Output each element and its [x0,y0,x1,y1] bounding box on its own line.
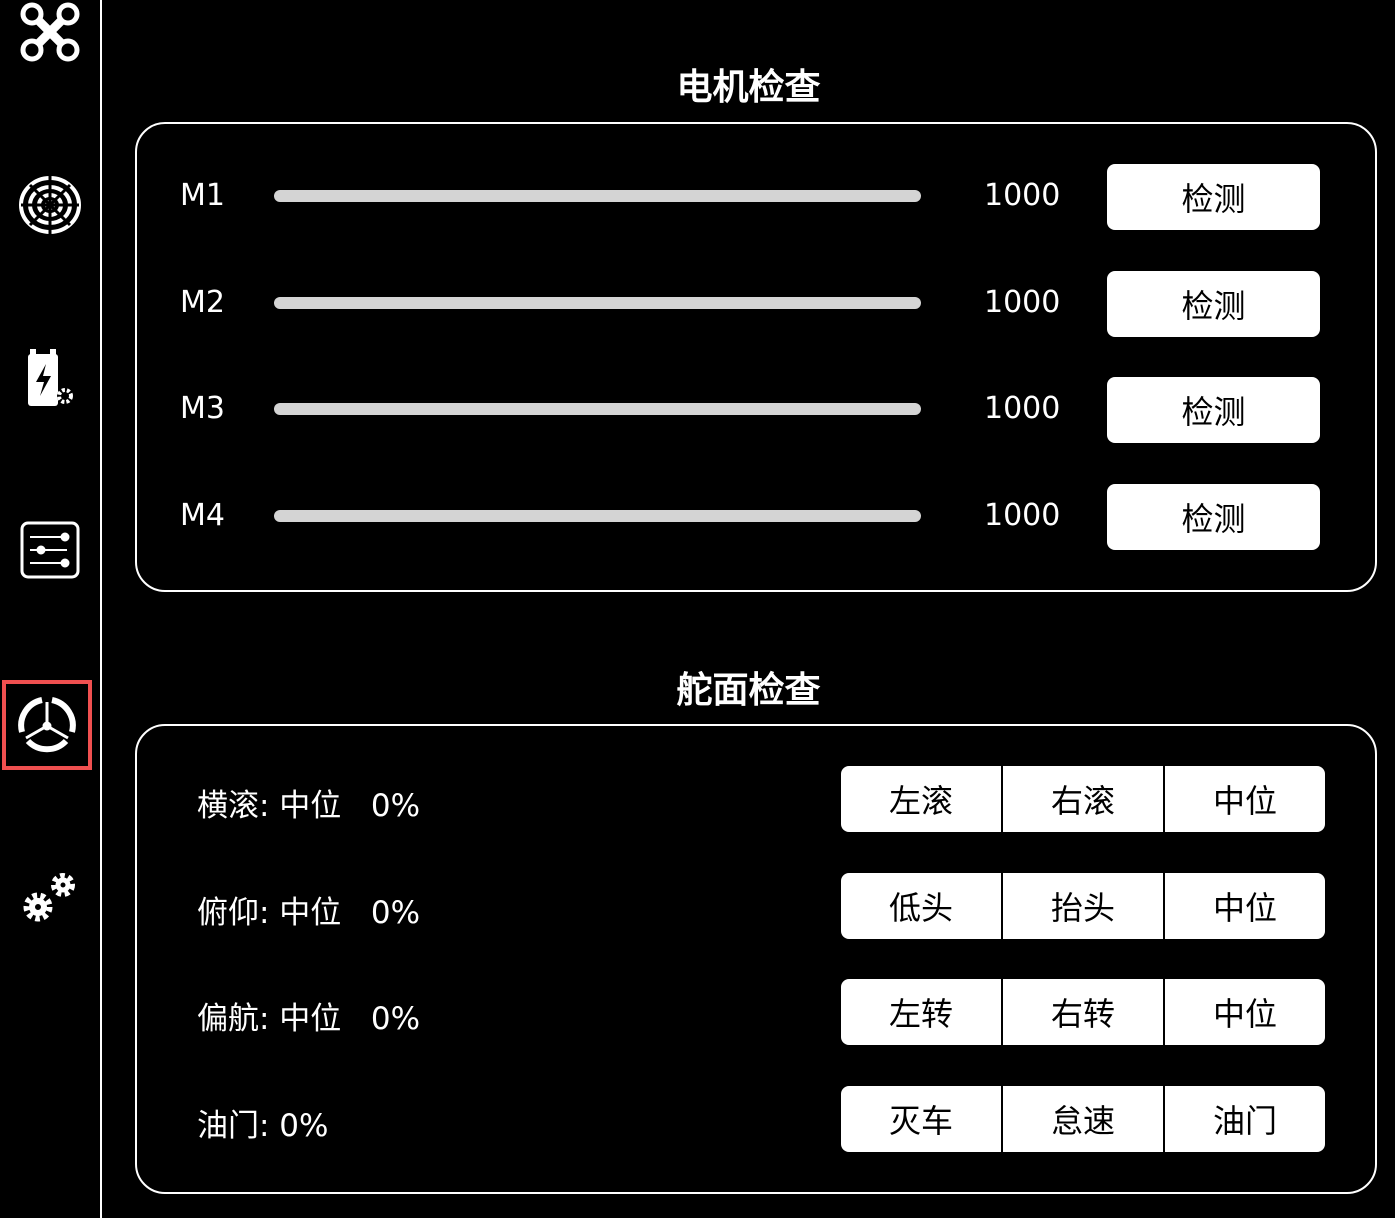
motor-label: M2 [180,285,225,320]
roll-right-button[interactable]: 右滚 [1001,766,1163,832]
drone-icon [20,2,80,62]
sliders-icon [20,521,80,579]
motor-row: M4 1000 检测 [137,484,1375,550]
yaw-buttons: 左转 右转 中位 [841,979,1325,1045]
motor-value: 1000 [984,285,1061,320]
throttle-status: 油门: 0% [197,1108,329,1144]
motor-slider[interactable] [274,510,921,522]
detect-button[interactable]: 检测 [1107,377,1320,443]
motor-slider[interactable] [274,403,921,415]
motor-check-title: 电机检查 [676,67,821,108]
detect-button[interactable]: 检测 [1107,271,1320,337]
radar-icon [19,176,81,234]
motor-value: 1000 [984,498,1061,533]
nav-parameters[interactable] [0,505,100,595]
motor-value: 1000 [984,391,1061,426]
control-surface-title: 舵面检查 [676,670,821,711]
motor-check-panel: M1 1000 检测 M2 1000 检测 M3 1000 检测 M4 1000 检测 [135,122,1377,592]
pitch-center-button[interactable]: 中位 [1163,873,1325,939]
yaw-left-button[interactable]: 左转 [841,979,1001,1045]
pitch-row: 俯仰: 中位 0% 低头 抬头 中位 [137,873,1375,939]
control-surface-panel: 横滚: 中位 0% 左滚 右滚 中位 俯仰: 中位 0% 低头 抬头 中位 偏航: 中位 0… [135,724,1377,1194]
pitch-status: 俯仰: 中位 0% [197,895,421,931]
roll-left-button[interactable]: 左滚 [841,766,1001,832]
motor-slider[interactable] [274,190,921,202]
nav-check[interactable] [2,680,92,770]
detect-button[interactable]: 检测 [1107,164,1320,230]
roll-status: 横滚: 中位 0% [197,788,421,824]
yaw-center-button[interactable]: 中位 [1163,979,1325,1045]
throttle-buttons: 灭车 怠速 油门 [841,1086,1325,1152]
nav-drone[interactable] [0,0,100,77]
pitch-down-button[interactable]: 低头 [841,873,1001,939]
nav-radar[interactable] [0,160,100,250]
kill-button[interactable]: 灭车 [841,1086,1001,1152]
gears-icon [23,873,75,922]
roll-buttons: 左滚 右滚 中位 [841,766,1325,832]
detect-button[interactable]: 检测 [1107,484,1320,550]
idle-button[interactable]: 怠速 [1001,1086,1163,1152]
yaw-status: 偏航: 中位 0% [197,1001,421,1037]
motor-slider[interactable] [274,297,921,309]
nav-battery[interactable] [0,333,100,423]
motor-value: 1000 [984,178,1061,213]
propeller-icon [18,697,76,753]
pitch-up-button[interactable]: 抬头 [1001,873,1163,939]
motor-row: M1 1000 检测 [137,164,1375,230]
nav-settings[interactable] [0,852,100,942]
pitch-buttons: 低头 抬头 中位 [841,873,1325,939]
throttle-button[interactable]: 油门 [1163,1086,1325,1152]
motor-label: M3 [180,391,225,426]
roll-row: 横滚: 中位 0% 左滚 右滚 中位 [137,766,1375,832]
motor-row: M2 1000 检测 [137,271,1375,337]
yaw-row: 偏航: 中位 0% 左转 右转 中位 [137,979,1375,1045]
motor-label: M1 [180,178,225,213]
yaw-right-button[interactable]: 右转 [1001,979,1163,1045]
throttle-row: 油门: 0% 灭车 怠速 油门 [137,1086,1375,1152]
sidebar [0,0,102,1218]
motor-label: M4 [180,498,225,533]
battery-settings-icon [28,349,73,406]
motor-row: M3 1000 检测 [137,377,1375,443]
roll-center-button[interactable]: 中位 [1163,766,1325,832]
